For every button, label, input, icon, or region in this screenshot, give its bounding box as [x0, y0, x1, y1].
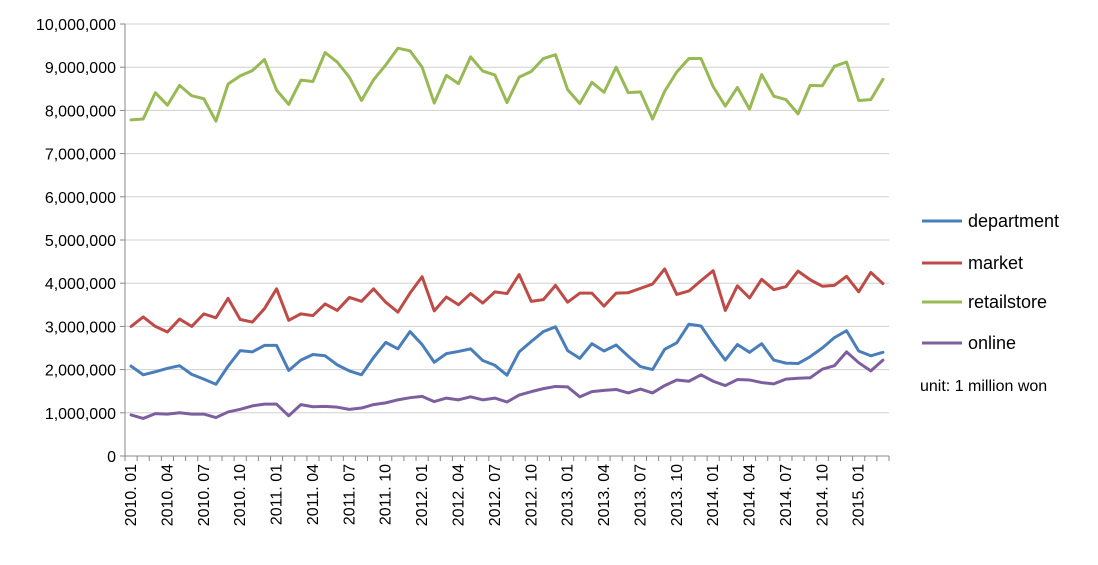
legend-label-department: department	[968, 211, 1059, 231]
x-tick-label: 2011. 04	[305, 464, 322, 525]
x-tick-label: 2012. 04	[450, 464, 467, 526]
x-tick-label: 2014. 07	[778, 464, 795, 526]
y-tick-label: 2,000,000	[45, 363, 116, 380]
y-tick-label: 9,000,000	[45, 60, 116, 77]
y-tick-label: 7,000,000	[45, 147, 116, 164]
x-axis-ticks: 2010. 01 2010. 04 2010. 07 2010. 10 2011. 01…	[123, 456, 890, 526]
y-axis-ticks: 0 1,000,000 2,000,000 3,000,000 4,000,000 5,0…	[36, 17, 125, 466]
legend-label-market: market	[968, 253, 1023, 273]
legend: department market retailstore online	[922, 211, 1059, 353]
x-tick-label: 2014. 10	[814, 464, 831, 526]
x-tick-label: 2012. 07	[487, 464, 504, 526]
y-tick-label: 0	[107, 449, 116, 466]
x-tick-label: 2011. 07	[341, 464, 358, 525]
y-tick-label: 4,000,000	[45, 276, 116, 293]
x-tick-label: 2010. 07	[196, 464, 213, 526]
x-tick-label: 2014. 04	[742, 464, 759, 526]
gridlines	[125, 23, 889, 414]
series-line-department	[129, 322, 885, 386]
x-tick-label: 2015. 01	[851, 464, 868, 526]
series-line-online	[129, 350, 885, 420]
series-line-market	[129, 267, 885, 334]
x-tick-label: 2013. 10	[669, 464, 686, 526]
x-tick-label: 2013. 01	[560, 464, 577, 526]
x-tick-label: 2011. 10	[378, 464, 395, 525]
legend-label-online: online	[968, 333, 1016, 353]
x-tick-label: 2012. 10	[523, 464, 540, 526]
series-lines	[129, 46, 885, 420]
y-tick-label: 3,000,000	[45, 319, 116, 336]
x-tick-label: 2013. 04	[596, 464, 613, 526]
x-tick-label: 2013. 07	[632, 464, 649, 526]
x-tick-label: 2011. 01	[269, 464, 286, 525]
x-tick-label: 2010. 01	[123, 464, 140, 526]
y-tick-label: 10,000,000	[36, 17, 116, 34]
y-tick-label: 1,000,000	[45, 406, 116, 423]
y-tick-label: 6,000,000	[45, 190, 116, 207]
y-tick-label: 8,000,000	[45, 103, 116, 120]
x-tick-label: 2010. 10	[232, 464, 249, 526]
y-tick-label: 5,000,000	[45, 233, 116, 250]
x-tick-label: 2014. 01	[705, 464, 722, 526]
x-tick-label: 2010. 04	[159, 464, 176, 526]
unit-note: unit: 1 million won	[920, 378, 1047, 395]
series-line-retailstore	[129, 46, 885, 123]
legend-label-retailstore: retailstore	[968, 292, 1047, 312]
x-tick-label: 2012. 01	[414, 464, 431, 526]
